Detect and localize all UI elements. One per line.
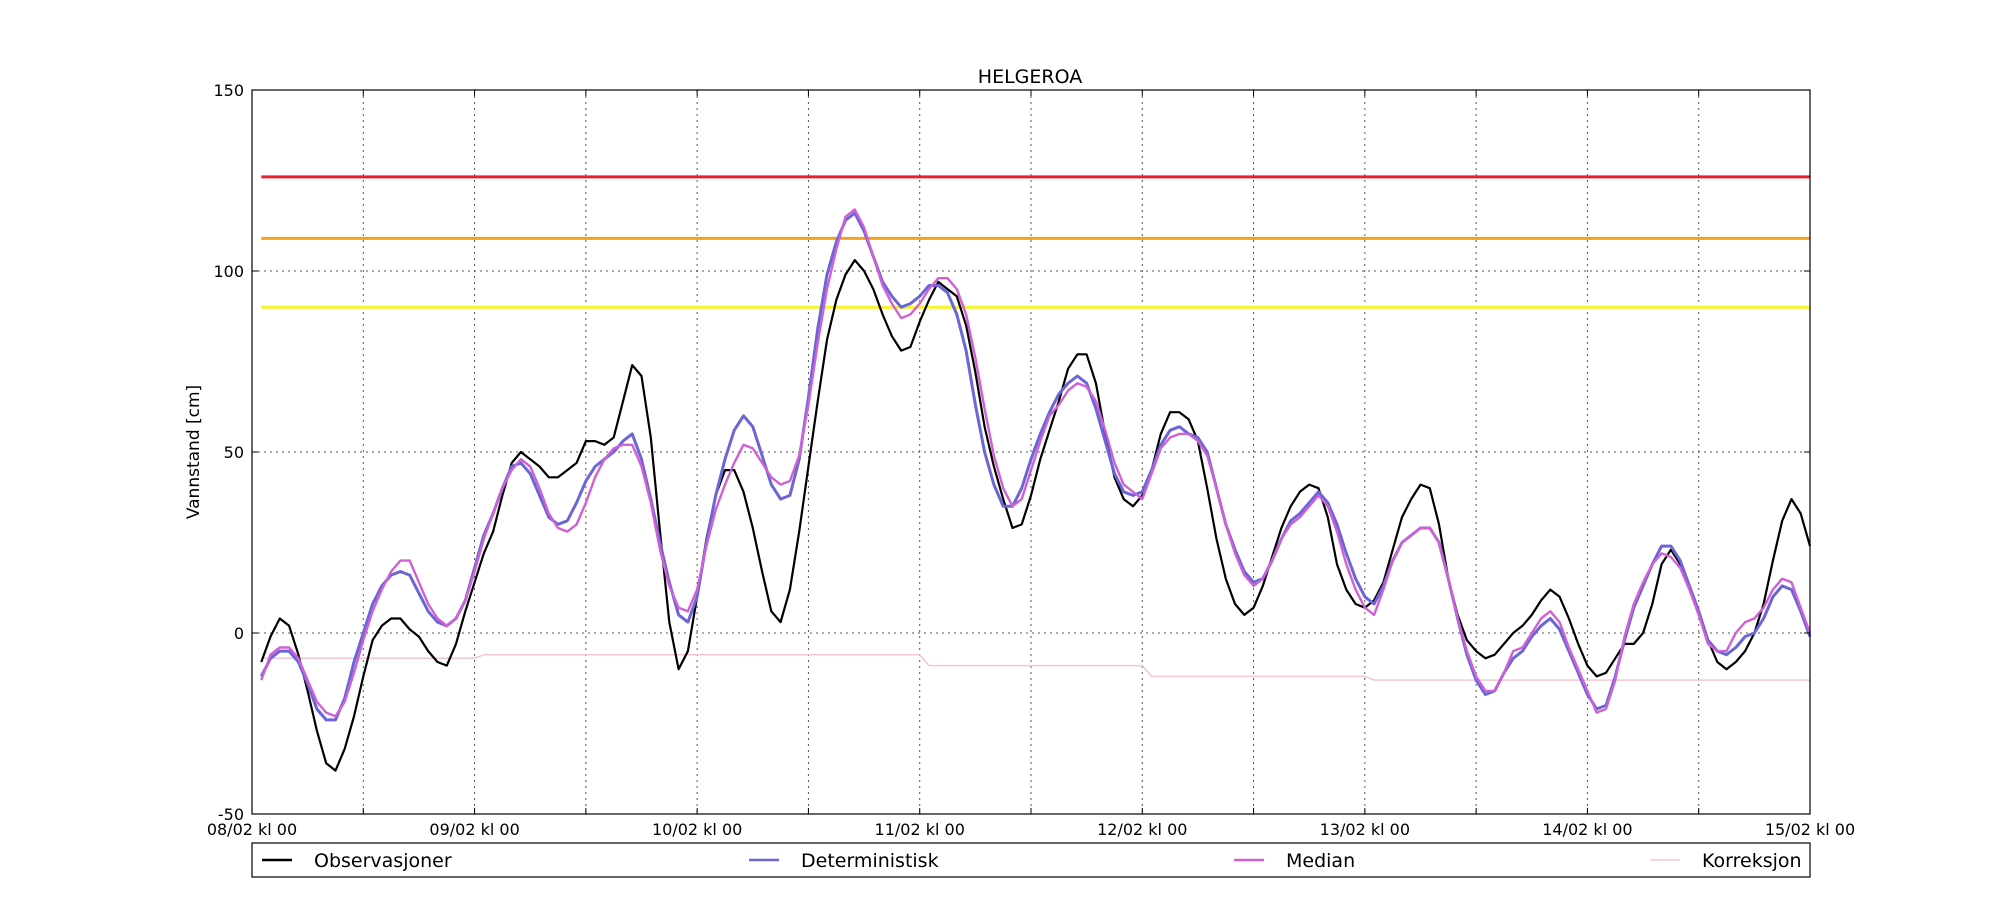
y-tick-label: 100	[213, 262, 244, 281]
series-line-median	[260, 208, 1812, 718]
legend: Observasjoner Deterministisk Median Korreks…	[251, 842, 1811, 878]
y-tick-label: 50	[224, 443, 244, 462]
y-axis-label: Vannstand [cm]	[184, 385, 204, 519]
legend-frame	[251, 842, 1811, 878]
x-tick-label: 11/02 kl 00	[875, 820, 965, 839]
threshold-lines	[261, 175, 1810, 309]
chart-title: HELGEROA	[978, 66, 1082, 88]
legend-label: Deterministisk	[801, 850, 939, 872]
x-tick-label: 09/02 kl 00	[429, 820, 519, 839]
series-line-deterministisk	[259, 211, 1812, 722]
x-tick-label: 14/02 kl 00	[1542, 820, 1632, 839]
legend-label: Korreksjon	[1702, 850, 1802, 872]
grid-lines	[252, 90, 1810, 814]
legend-label: Median	[1286, 850, 1355, 872]
legend-label: Observasjoner	[314, 850, 452, 872]
series-line-korreksjon	[261, 653, 1810, 681]
x-tick-label: 08/02 kl 00	[207, 820, 297, 839]
y-tick-label: 0	[234, 624, 244, 643]
x-tick-label: 15/02 kl 00	[1765, 820, 1855, 839]
y-tick-label: 150	[213, 81, 244, 100]
series-line-observasjoner	[260, 259, 1812, 772]
x-tick-label: 13/02 kl 00	[1320, 820, 1410, 839]
x-tick-label: 12/02 kl 00	[1097, 820, 1187, 839]
series-lines	[259, 208, 1812, 772]
y-tick-label: -50	[218, 805, 244, 824]
x-axis: 08/02 kl 00 09/02 kl 00 10/02 kl 00 11/02 k…	[207, 90, 1855, 839]
x-tick-label: 10/02 kl 00	[652, 820, 742, 839]
y-axis: -50 0 50 100 150	[213, 81, 1810, 824]
